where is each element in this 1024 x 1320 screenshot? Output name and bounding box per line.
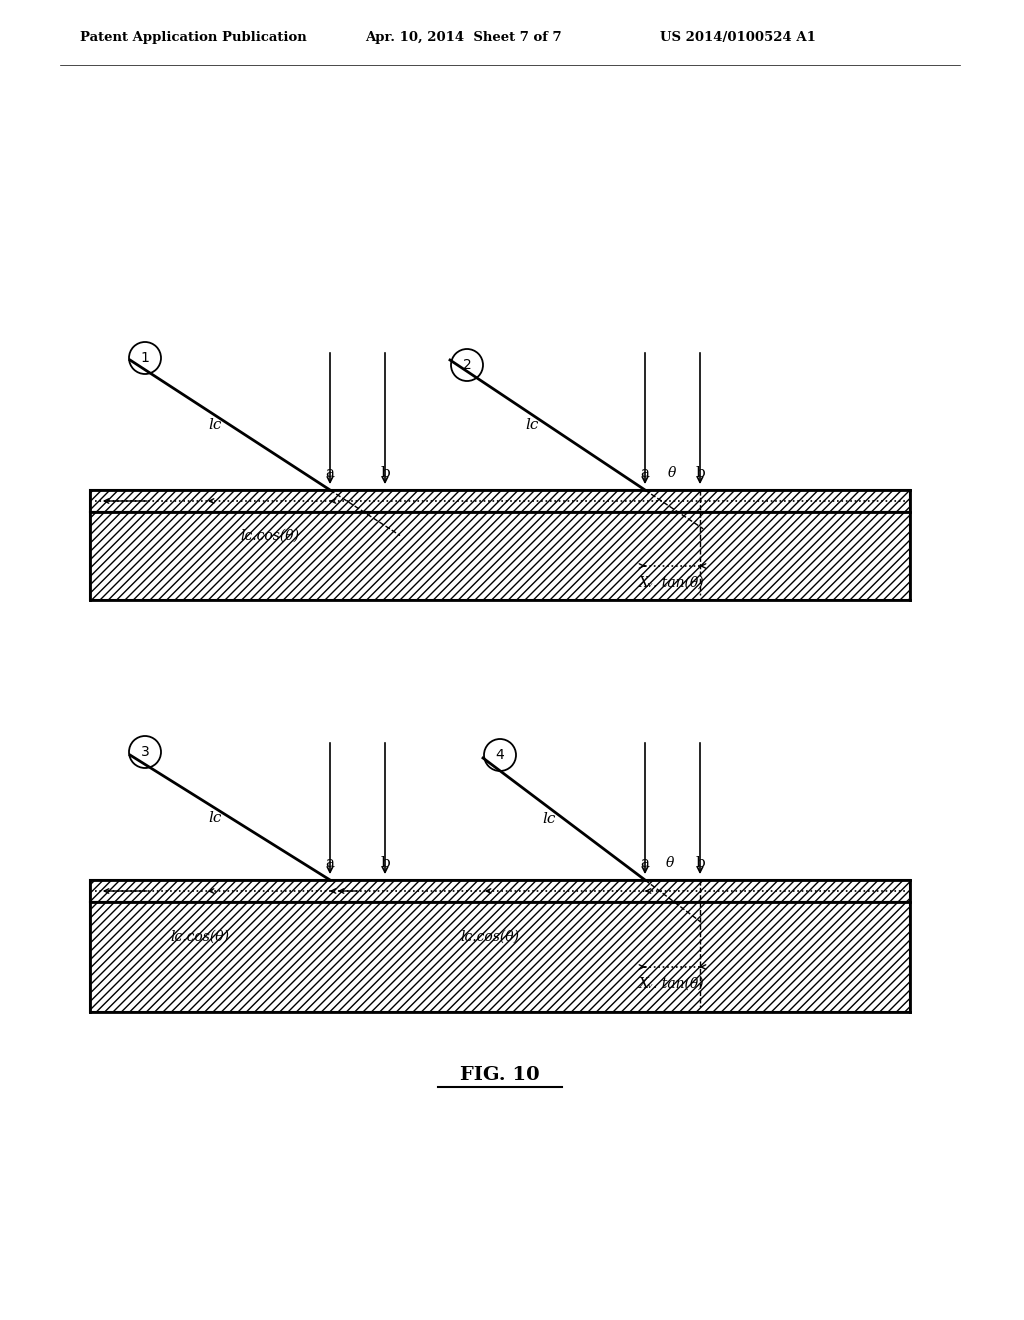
Text: b: b (695, 466, 705, 480)
Text: Xᵥ. tan(θ): Xᵥ. tan(θ) (639, 576, 705, 590)
Text: Patent Application Publication: Patent Application Publication (80, 30, 307, 44)
Text: b: b (380, 855, 390, 870)
Text: 4: 4 (496, 748, 505, 762)
Text: lᴄ.cos(θ): lᴄ.cos(θ) (171, 931, 229, 944)
Text: a: a (640, 855, 649, 870)
Text: lᴄ.cos(θ): lᴄ.cos(θ) (241, 529, 299, 543)
Text: Xᵥ. tan(θ): Xᵥ. tan(θ) (639, 977, 705, 991)
Text: lc: lc (525, 418, 539, 432)
Text: a: a (326, 466, 335, 480)
Text: θ: θ (668, 466, 676, 480)
Text: θ: θ (666, 855, 674, 870)
Bar (90, 512, 910, 601)
Text: Apr. 10, 2014  Sheet 7 of 7: Apr. 10, 2014 Sheet 7 of 7 (365, 30, 561, 44)
Text: US 2014/0100524 A1: US 2014/0100524 A1 (660, 30, 816, 44)
Text: 3: 3 (140, 744, 150, 759)
Text: lc: lc (208, 418, 221, 432)
Text: lc: lc (543, 812, 556, 826)
Bar (90, 490, 910, 512)
Bar (90, 880, 910, 902)
Text: b: b (695, 855, 705, 870)
Text: 1: 1 (140, 351, 150, 366)
Text: a: a (326, 855, 335, 870)
Text: FIG. 10: FIG. 10 (460, 1067, 540, 1084)
Text: a: a (640, 466, 649, 480)
Text: lᴄ.cos(θ): lᴄ.cos(θ) (461, 931, 519, 944)
Text: lc: lc (208, 810, 221, 825)
Text: b: b (380, 466, 390, 480)
Text: 2: 2 (463, 358, 471, 372)
Bar (90, 902, 910, 1012)
